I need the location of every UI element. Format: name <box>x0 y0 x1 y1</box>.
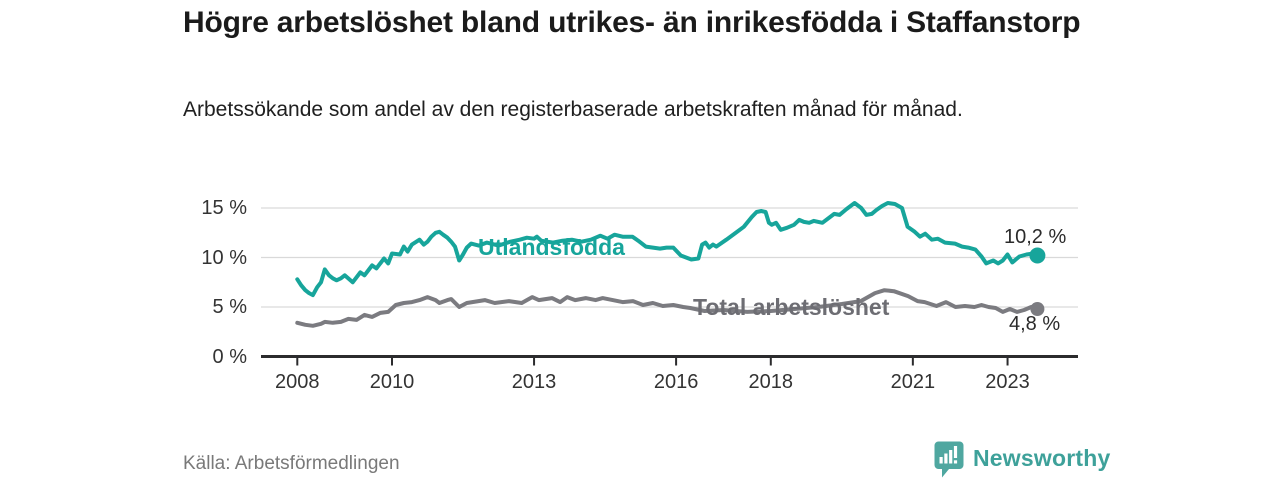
series-end-dot-utlandsfodda <box>1029 247 1046 264</box>
y-tick-label: 0 % <box>212 345 247 368</box>
x-tick-label: 2008 <box>275 371 320 393</box>
chart-title: Högre arbetslöshet bland utrikes- än inr… <box>183 6 1081 39</box>
end-value-label-utlandsfodda: 10,2 % <box>1004 226 1067 248</box>
y-tick-label: 5 % <box>212 296 247 318</box>
newsworthy-logo-text: Newsworthy <box>973 445 1111 471</box>
series-label-utlandsfodda: Utlandsfödda <box>478 234 625 260</box>
chart-subtitle: Arbetssökande som andel av den registerb… <box>183 98 963 121</box>
x-tick-label: 2023 <box>985 371 1030 393</box>
newsworthy-logo-icon <box>934 441 964 478</box>
end-value-label-total: 4,8 % <box>1009 313 1061 335</box>
source-note: Källa: Arbetsförmedlingen <box>183 453 400 474</box>
x-tick-label: 2013 <box>511 371 557 393</box>
series-line-utlandsfodda <box>295 201 1040 298</box>
y-tick-label: 10 % <box>201 246 247 269</box>
x-tick-label: 2018 <box>748 371 794 393</box>
newsworthy-logo: Newsworthy <box>934 441 1110 478</box>
series-end-dot-total <box>1030 302 1045 316</box>
x-tick-label: 2016 <box>653 371 699 393</box>
x-tick-label: 2021 <box>890 371 936 393</box>
series-label-total-arbetsloshet: Total arbetslöshet <box>693 294 890 320</box>
series-line-total <box>295 288 1040 328</box>
x-tick-label: 2010 <box>369 371 415 393</box>
y-tick-label: 15 % <box>201 197 247 219</box>
